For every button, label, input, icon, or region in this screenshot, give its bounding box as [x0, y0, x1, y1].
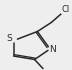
Text: N: N [49, 45, 56, 54]
Text: Cl: Cl [61, 5, 70, 14]
Text: S: S [6, 34, 12, 43]
